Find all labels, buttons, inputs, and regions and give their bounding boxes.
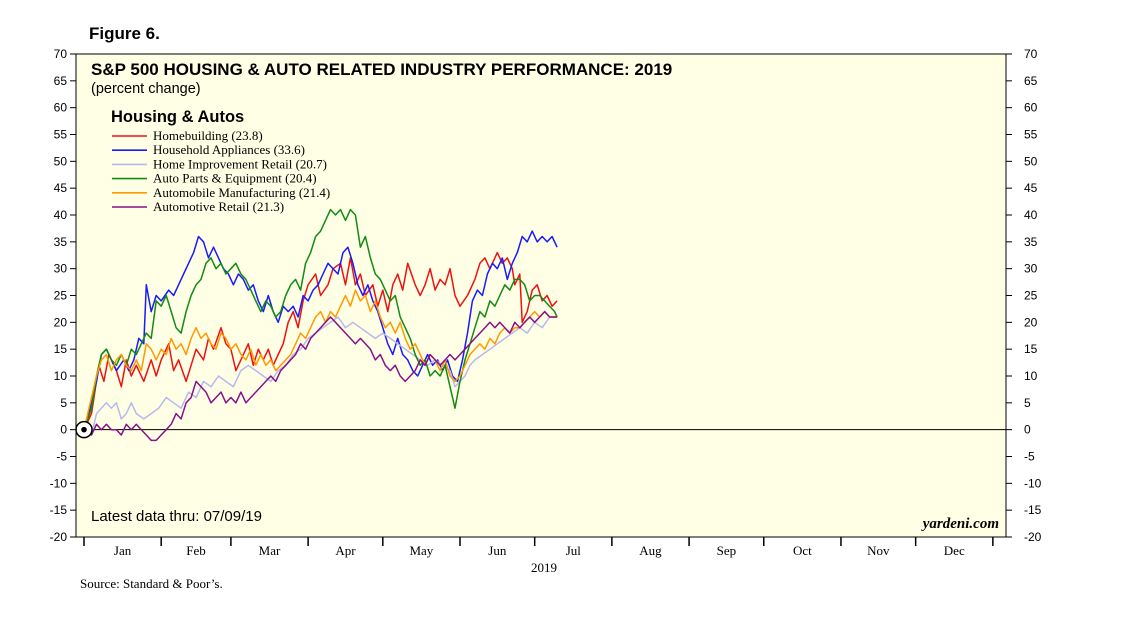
y-tick-label-right: 50 [1024,154,1038,168]
y-tick-label-left: 40 [54,208,68,222]
x-axis: Jan Feb Mar Apr May Jun Jul Aug Sep Oct Nov Dec [83,537,994,558]
legend-label: Homebuilding (23.8) [153,128,263,143]
y-tick-label-right: 45 [1024,181,1038,195]
y-tick-label-left: 25 [54,289,68,303]
y-tick-label-left: -15 [50,503,68,517]
y-tick-label-right: 15 [1024,342,1038,356]
source-note: Source: Standard & Poor’s. [80,576,223,591]
chart-title: S&P 500 HOUSING & AUTO RELATED INDUSTRY … [91,60,672,79]
y-tick-label-left: 30 [54,262,68,276]
y-tick-label-left: 50 [54,154,68,168]
y-tick-label-left: -5 [56,450,67,464]
x-tick-label: Jan [114,543,132,558]
series-line [83,289,558,430]
y-tick-label-right: 0 [1024,423,1031,437]
x-tick-label: Jul [566,543,582,558]
x-tick-label: Oct [793,543,812,558]
y-tick-label-right: 40 [1024,208,1038,222]
x-tick-label: May [409,543,433,558]
y-tick-label-left: 35 [54,235,68,249]
y-tick-label-right: 25 [1024,289,1038,303]
latest-data-note: Latest data thru: 07/09/19 [91,508,262,525]
x-tick-label: Sep [717,543,737,558]
y-tick-label-right: -20 [1024,530,1042,544]
origin-marker-dot [81,426,87,433]
series-line [83,310,558,442]
y-tick-label-left: 60 [54,101,68,115]
watermark: yardeni.com [921,516,999,532]
y-tick-label-right: 60 [1024,101,1038,115]
y-tick-label-left: 10 [54,369,68,383]
y-tick-label-left: -20 [50,530,68,544]
y-tick-label-left: 65 [54,74,68,88]
series-line [83,230,558,430]
legend-label: Auto Parts & Equipment (20.4) [153,171,317,186]
origin-marker [75,420,93,439]
series-line [83,251,558,431]
y-tick-label-left: -10 [50,476,68,490]
y-axis-left: -20 -15 -10 -5 0 5 10 15 20 25 30 35 40 45 50 55 60 65 70 [50,47,76,544]
legend-label: Household Appliances (33.6) [153,142,305,157]
x-tick-label: Mar [259,543,281,558]
y-tick-label-left: 55 [54,128,68,142]
y-tick-label-left: 20 [54,315,68,329]
x-tick-label: Apr [335,543,356,558]
y-tick-label-left: 0 [60,423,67,437]
y-tick-label-left: 5 [60,396,67,410]
x-tick-label: Nov [867,543,890,558]
legend: Homebuilding (23.8)Household Appliances … [112,128,330,214]
x-tick-label: Jun [488,543,507,558]
legend-label: Automobile Manufacturing (21.4) [153,185,330,200]
y-tick-label-left: 70 [54,47,68,61]
year-label: 2019 [531,560,557,575]
y-tick-label-right: 20 [1024,315,1038,329]
y-tick-label-right: 5 [1024,396,1031,410]
series-line [83,208,558,430]
y-tick-label-right: 10 [1024,369,1038,383]
x-tick-label: Feb [186,543,206,558]
y-tick-label-right: -15 [1024,503,1042,517]
figure-label: Figure 6. [89,24,160,43]
y-axis-right: -20 -15 -10 -5 0 5 10 15 20 25 30 35 40 45 50 55 60 65 70 [1006,47,1042,544]
legend-title: Housing & Autos [111,108,244,126]
y-tick-label-right: -10 [1024,476,1042,490]
x-tick-label: Aug [639,543,662,558]
y-tick-label-right: 65 [1024,74,1038,88]
x-tick-label: Dec [944,543,965,558]
chart-subtitle: (percent change) [91,81,201,97]
legend-label: Automotive Retail (21.3) [153,199,284,214]
y-tick-label-right: 55 [1024,128,1038,142]
series-lines [83,208,558,442]
legend-label: Home Improvement Retail (20.7) [153,156,327,171]
y-tick-label-left: 45 [54,181,68,195]
y-tick-label-left: 15 [54,342,68,356]
y-tick-label-right: 35 [1024,235,1038,249]
y-tick-label-right: 70 [1024,47,1038,61]
y-tick-label-right: -5 [1024,450,1035,464]
y-tick-label-right: 30 [1024,262,1038,276]
